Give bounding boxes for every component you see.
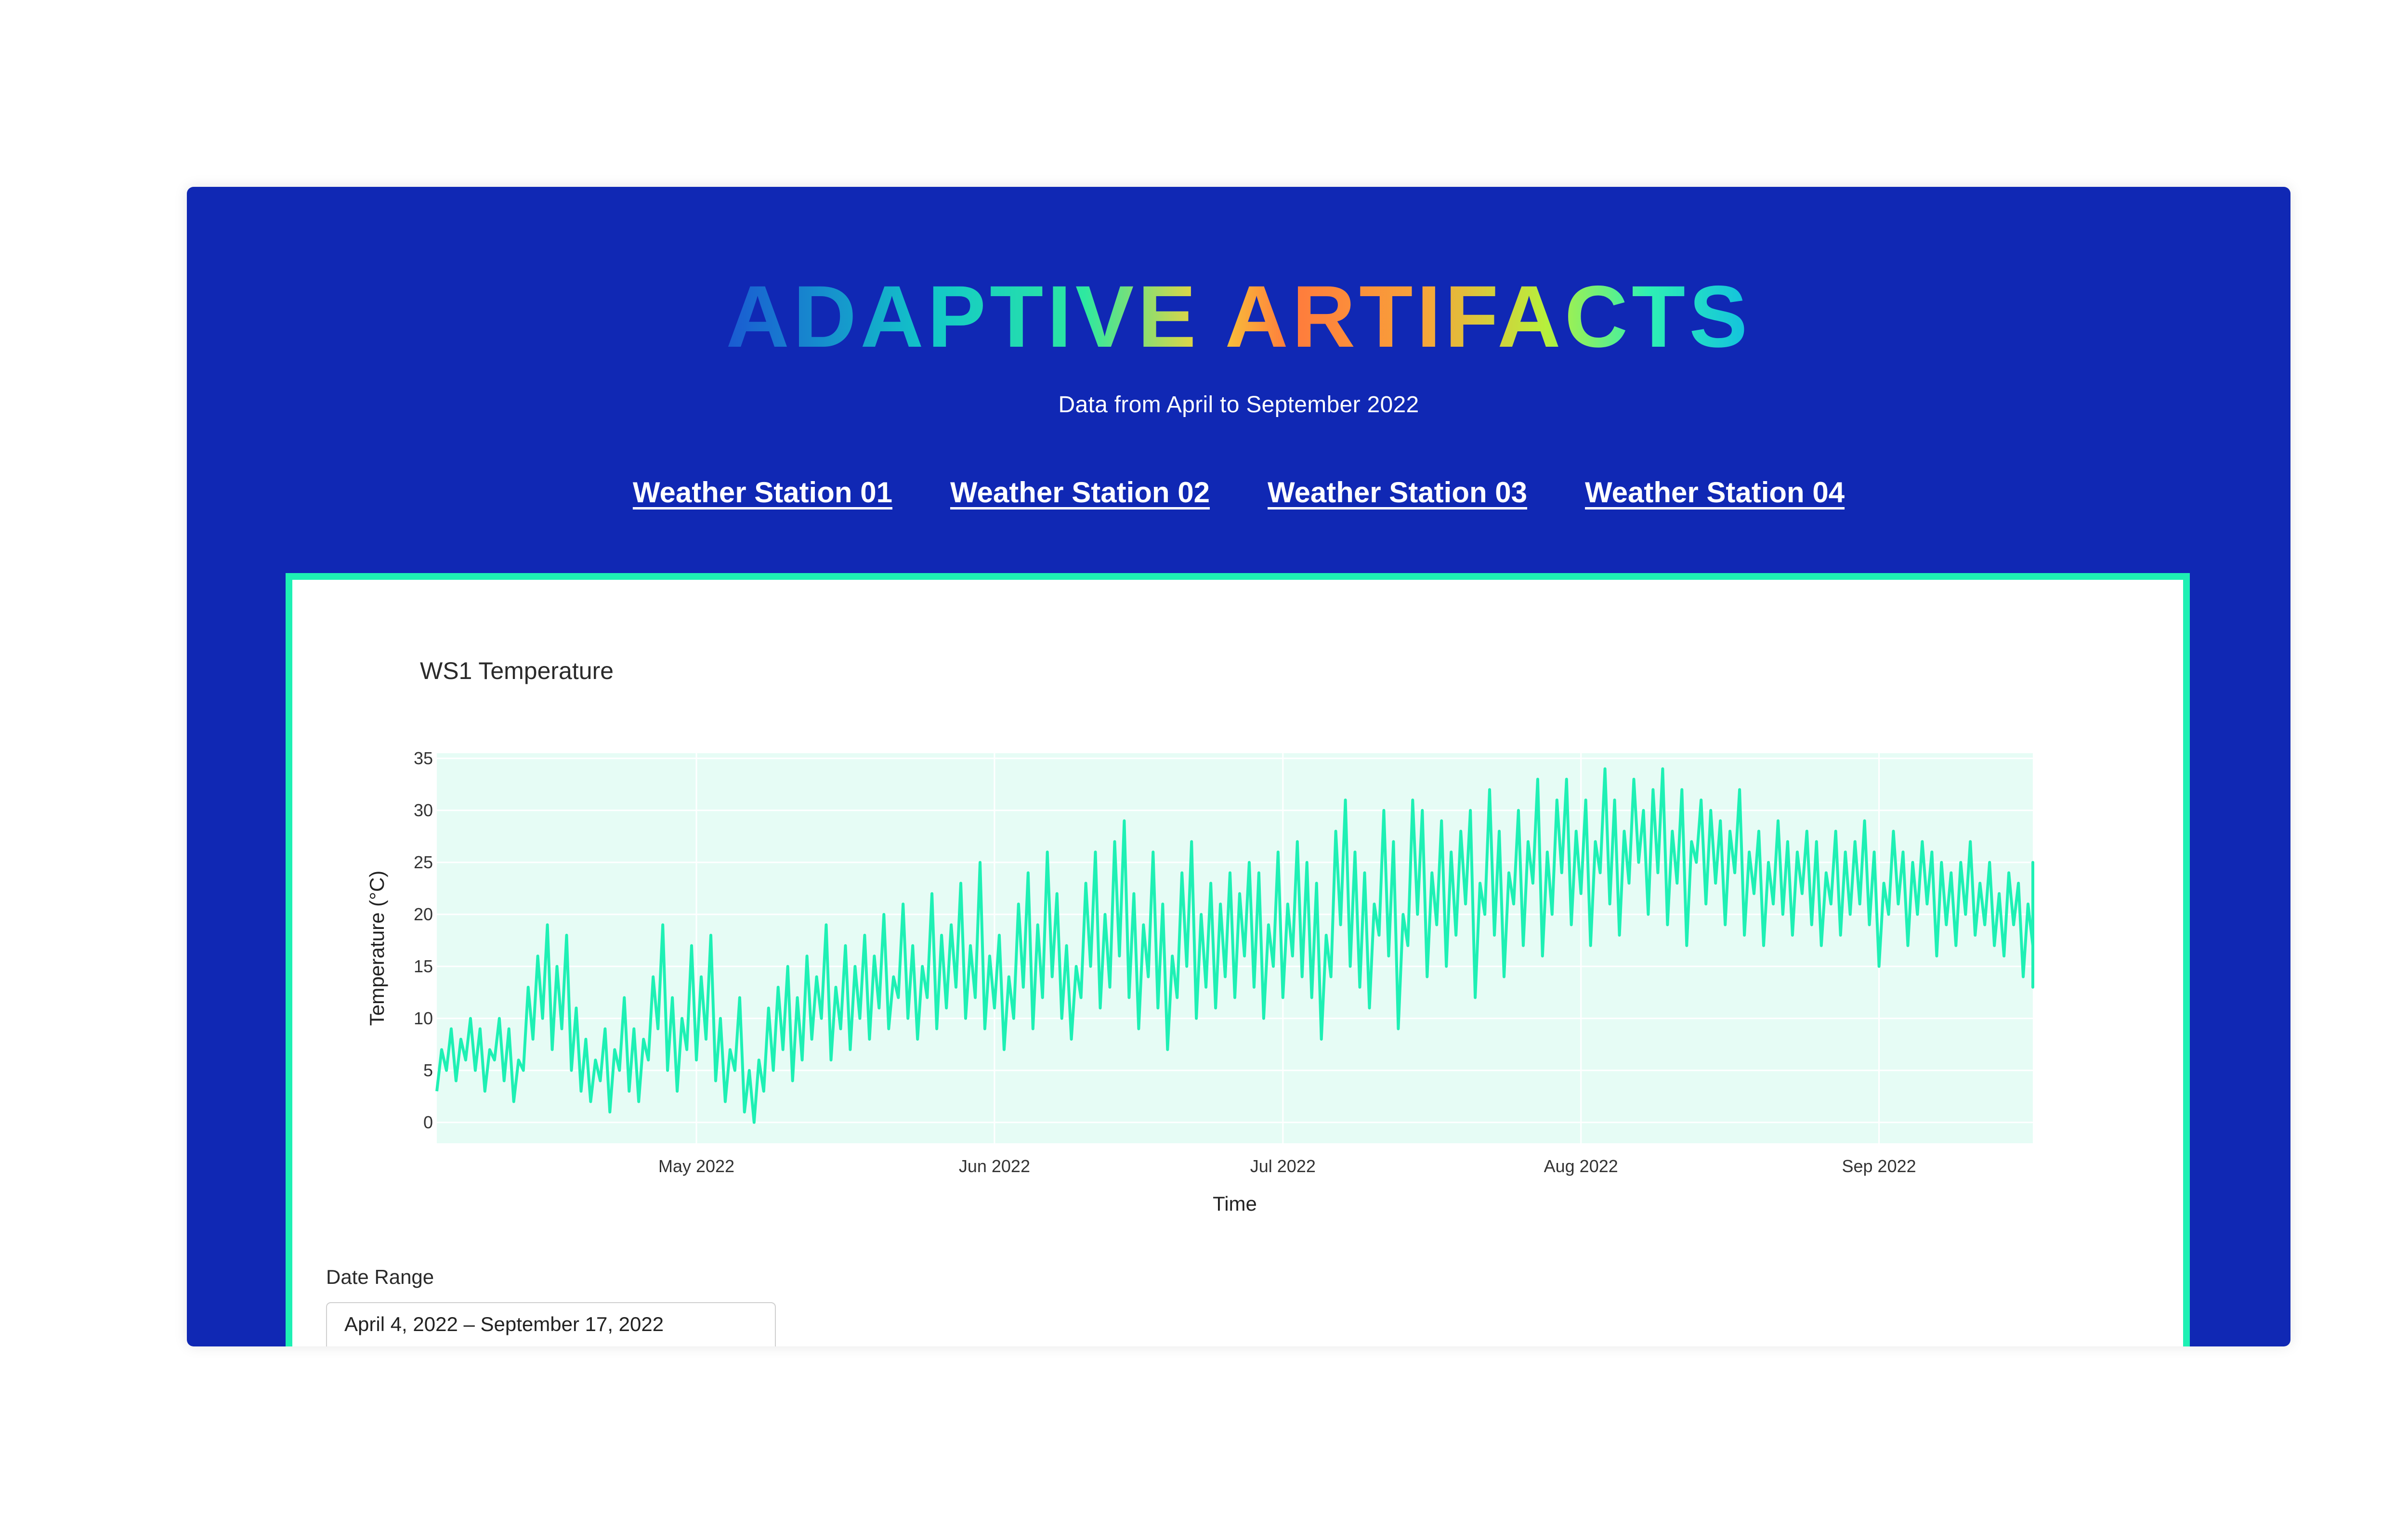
x-tick-label: Jul 2022 xyxy=(1250,1156,1316,1176)
x-tick-label: May 2022 xyxy=(658,1156,734,1176)
y-tick-label: 30 xyxy=(414,800,433,820)
y-axis-title: Temperature (°C) xyxy=(366,871,388,1026)
app-window: ADAPTIVE ARTIFACTS Data from April to Se… xyxy=(187,187,2290,1346)
x-axis-title: Time xyxy=(1213,1192,1257,1215)
x-tick-label: Jun 2022 xyxy=(959,1156,1030,1176)
date-range-label: Date Range xyxy=(326,1266,434,1288)
y-tick-label: 0 xyxy=(423,1112,433,1132)
subtitle: Data from April to September 2022 xyxy=(1058,392,1419,418)
logo-text: ADAPTIVE ARTIFACTS xyxy=(726,270,1751,366)
date-range-input[interactable]: April 4, 2022 – September 17, 2022 xyxy=(326,1302,776,1346)
y-tick-label: 5 xyxy=(423,1060,433,1080)
x-axis-ticks: May 2022 Jun 2022 Jul 2022 Aug 2022 Sep 2022 xyxy=(658,1156,1916,1176)
plot-area xyxy=(437,753,2033,1143)
station-nav: Weather Station 01 Weather Station 02 We… xyxy=(187,476,2290,509)
y-tick-label: 35 xyxy=(414,748,433,768)
y-tick-label: 25 xyxy=(414,852,433,872)
nav-link-station-04[interactable]: Weather Station 04 xyxy=(1585,476,1845,509)
y-tick-label: 10 xyxy=(414,1008,433,1028)
y-tick-label: 20 xyxy=(414,904,433,924)
temperature-chart: 0 5 10 15 20 25 30 35 May 2022 Jun 2022 Jul 2022 A… xyxy=(366,748,2034,1215)
nav-link-station-03[interactable]: Weather Station 03 xyxy=(1268,476,1528,509)
grid-lines xyxy=(437,753,2033,1143)
y-axis-ticks: 0 5 10 15 20 25 30 35 xyxy=(414,748,433,1132)
chart-panel: WS1 Temperature 0 5 10 15 20 25 30 35 May 2022 J… xyxy=(286,573,2190,1346)
nav-link-station-02[interactable]: Weather Station 02 xyxy=(950,476,1210,509)
logo: ADAPTIVE ARTIFACTS xyxy=(726,270,1751,366)
chart-title: WS1 Temperature xyxy=(420,657,614,684)
nav-link-station-01[interactable]: Weather Station 01 xyxy=(632,476,892,509)
x-tick-label: Sep 2022 xyxy=(1842,1156,1916,1176)
series-line-ws1 xyxy=(435,767,2034,1124)
x-tick-label: Aug 2022 xyxy=(1544,1156,1618,1176)
y-tick-label: 15 xyxy=(414,956,433,976)
